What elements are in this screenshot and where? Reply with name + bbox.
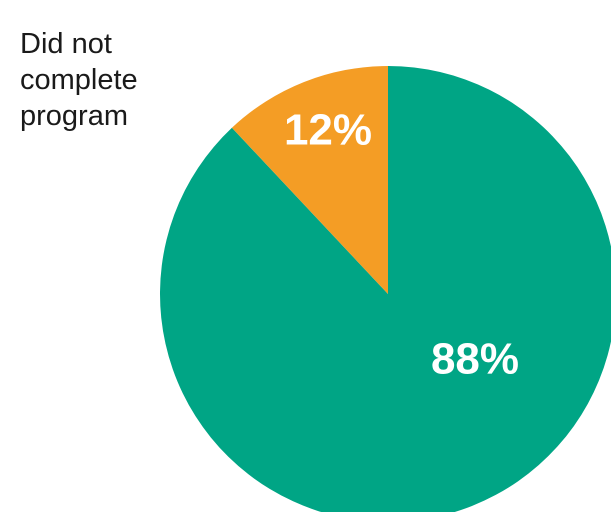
callout-label-did-not-complete: Did not complete program [20, 28, 138, 132]
pie-slice-labels: 88% 12% [284, 106, 519, 384]
slice-label-completed: 88% [431, 335, 519, 384]
slice-label-did-not-complete: 12% [284, 106, 372, 155]
pie-slices [160, 66, 611, 512]
pie-slice-did-not-complete [231, 66, 388, 294]
pie-slice-completed [160, 66, 611, 512]
